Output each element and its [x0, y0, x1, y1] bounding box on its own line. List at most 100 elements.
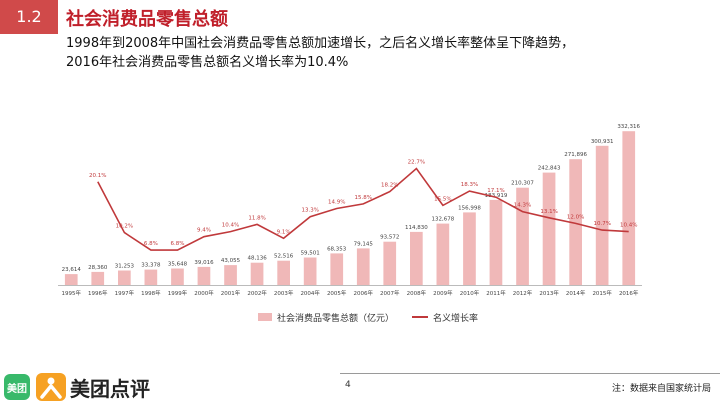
x-tick-label-11: 2006年 [354, 289, 374, 297]
x-tick-label-16: 2011年 [486, 289, 506, 297]
x-tick-label-13: 2008年 [407, 289, 427, 297]
subtitle-line-1: 1998年到2008年中国社会消费品零售总额加速增长，之后名义增长率整体呈下降趋… [66, 36, 575, 51]
line-value-label-3: 6.8% [144, 241, 158, 247]
x-tick-label-3: 1998年 [141, 289, 161, 297]
line-value-label-21: 10.4% [620, 223, 637, 229]
subtitle-line-2: 2016年社会消费品零售总额名义增长率为10.4% [66, 55, 349, 70]
line-value-label-8: 9.1% [277, 229, 291, 235]
footer-divider [340, 373, 720, 374]
bar-15 [463, 212, 476, 285]
line-value-label-14: 15.5% [434, 196, 451, 202]
dianping-icon [36, 373, 66, 401]
bar-10 [330, 253, 344, 285]
x-tick-label-10: 2005年 [327, 289, 347, 297]
x-tick-label-15: 2010年 [460, 289, 480, 297]
x-tick-label-18: 2013年 [539, 289, 559, 297]
x-tick-label-8: 2003年 [274, 289, 294, 297]
legend-line-swatch [412, 316, 429, 318]
bar-6 [224, 265, 237, 285]
line-value-label-15: 18.3% [461, 182, 478, 188]
bar-12 [383, 241, 397, 285]
source-note: 注：数据来自国家统计局 [612, 384, 712, 394]
bar-20 [595, 145, 609, 285]
x-tick-label-4: 1999年 [168, 289, 188, 297]
line-value-label-10: 14.9% [328, 200, 345, 206]
bar-value-label-16: 183,919 [485, 193, 508, 199]
bar-value-label-11: 79,145 [354, 241, 374, 247]
line-value-label-5: 9.4% [197, 228, 211, 234]
bar-1 [91, 271, 105, 285]
bar-5 [197, 266, 211, 285]
bar-11 [356, 248, 370, 285]
bar-value-label-9: 59,501 [301, 251, 320, 257]
bar-value-label-21: 332,316 [617, 124, 640, 130]
chart-legend: 社会消费品零售总额（亿元） 名义增长率 [258, 310, 478, 324]
x-tick-label-9: 2004年 [300, 289, 320, 297]
x-tick-label-14: 2009年 [433, 289, 453, 297]
bar-value-label-19: 271,896 [564, 152, 587, 158]
bar-19 [569, 159, 582, 285]
bar-value-label-8: 52,516 [274, 254, 294, 260]
legend-bar-label: 社会消费品零售总额（亿元） [277, 313, 395, 324]
bar-value-label-0: 23,614 [62, 267, 82, 273]
line-value-label-9: 13.3% [301, 208, 318, 214]
line-value-label-6: 10.4% [222, 223, 239, 229]
bar-value-label-1: 28,360 [88, 265, 108, 271]
bar-value-label-18: 242,843 [538, 166, 561, 172]
x-tick-label-19: 2014年 [566, 289, 586, 297]
bar-21 [622, 131, 636, 285]
line-value-label-18: 13.1% [540, 209, 557, 215]
line-value-label-16: 17.1% [487, 188, 504, 194]
x-tick-label-2: 1997年 [115, 289, 135, 297]
x-tick-label-21: 2016年 [619, 289, 639, 297]
x-tick-label-5: 2000年 [194, 289, 214, 297]
line-value-label-19: 12.0% [567, 214, 584, 220]
meituan-logo: 美团 美团点评 [4, 372, 150, 402]
slide-title: 社会消费品零售总额 [66, 9, 228, 30]
retail-sales-chart: 23,614 1995年 28,360 1996年 31,253 1997年 33,378 1… [58, 124, 642, 297]
slide-subtitle: 1998年到2008年中国社会消费品零售总额加速增长，之后名义增长率整体呈下降趋… [66, 34, 706, 72]
line-value-label-13: 22.7% [408, 160, 425, 166]
x-tick-label-1: 1996年 [88, 289, 108, 297]
line-value-label-20: 10.7% [593, 221, 610, 227]
bar-value-label-10: 68,353 [327, 246, 347, 252]
line-value-label-2: 10.2% [116, 224, 133, 230]
line-value-label-12: 18.2% [381, 183, 398, 189]
bar-4 [171, 268, 184, 285]
x-tick-label-6: 2001年 [221, 289, 241, 297]
bar-value-label-5: 39,016 [194, 260, 214, 266]
logo-text: 美团点评 [70, 376, 150, 401]
page-number: 4 [345, 380, 351, 390]
line-value-label-7: 11.8% [248, 215, 265, 221]
bar-13 [410, 231, 423, 285]
bar-16 [489, 199, 503, 285]
bar-7 [250, 262, 264, 285]
line-value-label-1: 20.1% [89, 173, 106, 179]
bar-value-label-4: 35,648 [168, 262, 188, 268]
bar-14 [436, 223, 450, 285]
header: 1.2 社会消费品零售总额 1998年到2008年中国社会消费品零售总额加速增长… [0, 0, 720, 78]
bar-9 [303, 257, 317, 285]
legend-bar-swatch [258, 313, 272, 321]
bar-3 [144, 269, 158, 285]
bar-value-label-14: 132,678 [432, 217, 455, 223]
bar-value-label-12: 93,572 [380, 235, 399, 241]
bar-value-label-17: 210,307 [511, 181, 534, 187]
bar-value-label-2: 31,253 [115, 264, 135, 270]
bar-value-label-15: 156,998 [458, 205, 481, 211]
bar-value-label-3: 33,378 [141, 263, 161, 269]
bar-18 [542, 172, 556, 285]
x-tick-label-0: 1995年 [62, 289, 82, 297]
growth-rate-line [97, 167, 629, 251]
x-tick-label-17: 2012年 [513, 289, 533, 297]
meituan-badge-icon: 美团 [4, 374, 30, 400]
line-value-label-4: 6.8% [171, 241, 185, 247]
bar-value-label-20: 300,931 [591, 139, 614, 145]
bar-8 [277, 260, 290, 285]
bar-0 [64, 274, 78, 285]
legend-line-label: 名义增长率 [433, 313, 479, 324]
line-value-label-17: 14.3% [514, 203, 531, 209]
x-tick-label-20: 2015年 [592, 289, 612, 297]
bar-2 [118, 270, 131, 285]
bar-value-label-13: 114,830 [405, 225, 428, 231]
